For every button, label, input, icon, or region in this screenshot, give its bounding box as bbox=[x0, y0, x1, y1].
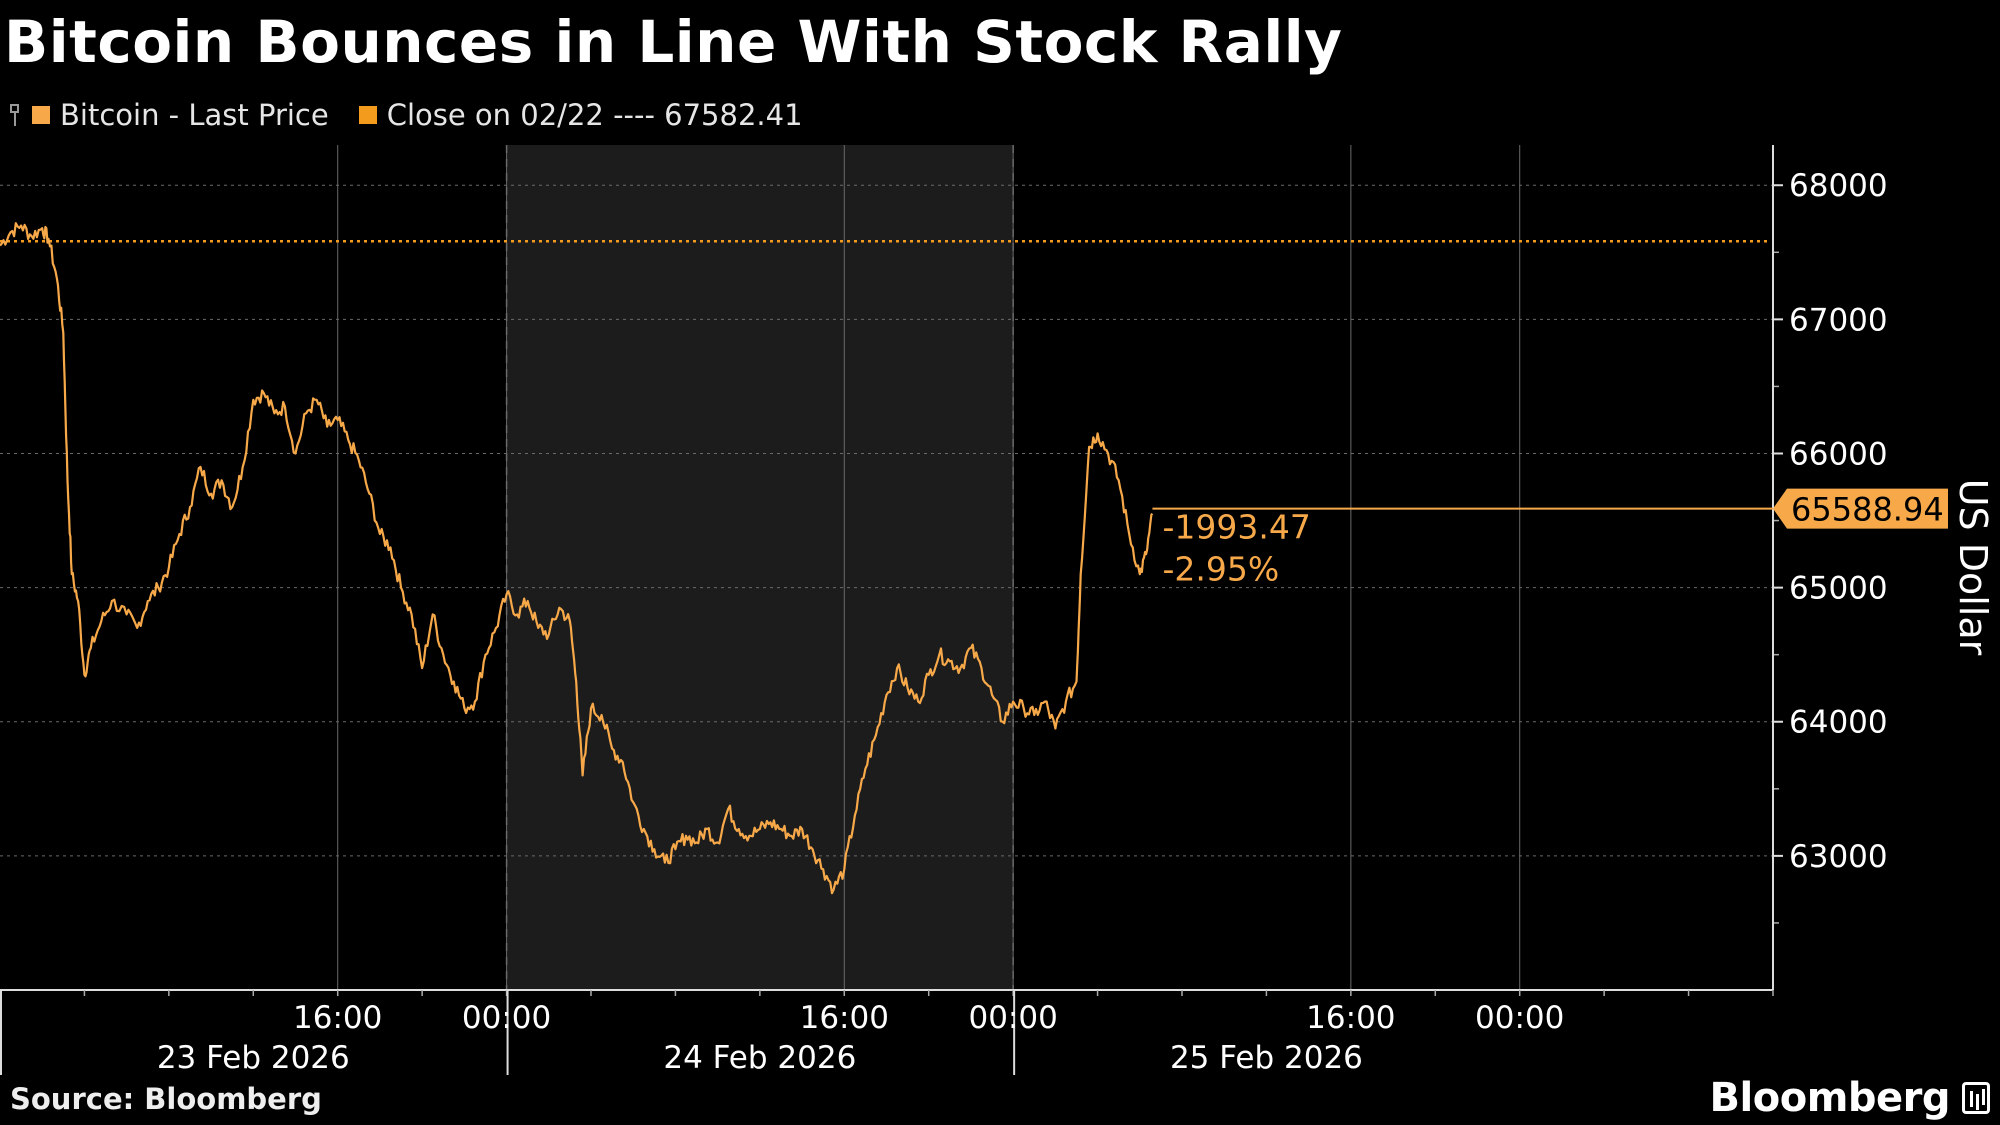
percent-change-label: -2.95% bbox=[1162, 550, 1279, 589]
change-label: -1993.47 bbox=[1162, 508, 1310, 547]
y-tick-label: 68000 bbox=[1789, 168, 1888, 204]
brand-name: Bloomberg bbox=[1709, 1075, 1951, 1121]
legend-close-label: Close on 02/22 ---- 67582.41 bbox=[386, 98, 803, 132]
x-tick-label: 16:00 bbox=[293, 1000, 382, 1036]
x-tick-label: 00:00 bbox=[968, 1000, 1057, 1036]
bloomberg-logo: Bloomberg bbox=[1710, 1075, 1990, 1121]
y-tick-label: 65000 bbox=[1789, 571, 1888, 607]
chart-title: Bitcoin Bounces in Line With Stock Rally bbox=[4, 8, 1343, 76]
legend-swatch-close bbox=[358, 106, 377, 124]
last-value-tag bbox=[1773, 488, 1948, 529]
x-tick-label: 00:00 bbox=[462, 1000, 551, 1036]
legend-swatch-series bbox=[32, 106, 50, 124]
x-day-label: 24 Feb 2026 bbox=[663, 1040, 856, 1076]
y-tick-label: 67000 bbox=[1789, 302, 1888, 338]
x-day-label: 25 Feb 2026 bbox=[1170, 1040, 1363, 1076]
last-value-label: 65588.94 bbox=[1791, 491, 1944, 529]
y-tick-label: 63000 bbox=[1789, 839, 1888, 875]
terminal-icon bbox=[1962, 1082, 1990, 1114]
source-note: Source: Bloomberg bbox=[10, 1082, 322, 1116]
legend: Bitcoin - Last Price Close on 02/22 ----… bbox=[10, 98, 803, 132]
y-tick-label: 64000 bbox=[1789, 705, 1888, 741]
x-day-label: 23 Feb 2026 bbox=[157, 1040, 350, 1076]
price-series-line bbox=[0, 222, 1154, 895]
x-tick-label: 16:00 bbox=[800, 1000, 889, 1036]
y-axis-title: US Dollar bbox=[1951, 479, 1995, 656]
legend-marker-icon bbox=[10, 104, 22, 126]
y-tick-label: 66000 bbox=[1789, 436, 1888, 472]
legend-series-label: Bitcoin - Last Price bbox=[60, 98, 329, 132]
x-tick-label: 00:00 bbox=[1475, 1000, 1564, 1036]
shaded-day-region bbox=[506, 145, 1014, 990]
x-tick-label: 16:00 bbox=[1306, 1000, 1395, 1036]
